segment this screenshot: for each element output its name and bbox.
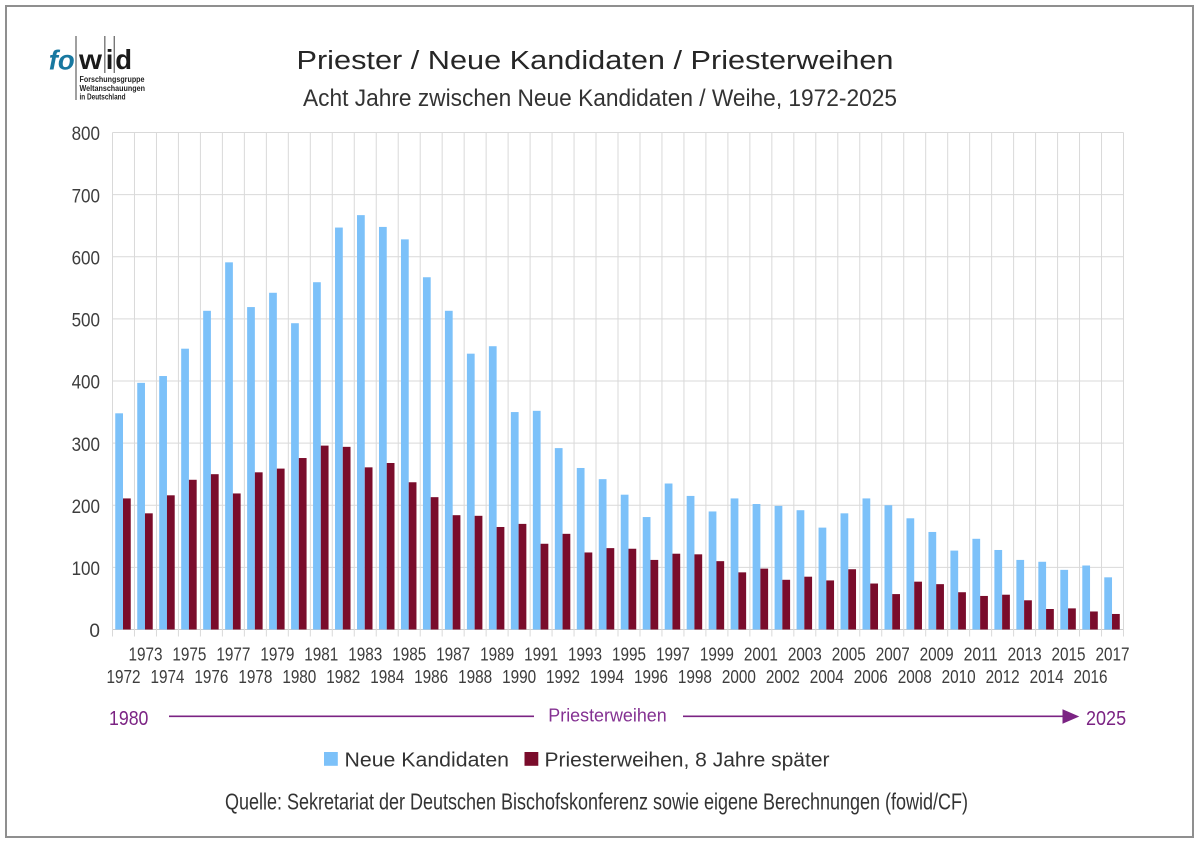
svg-text:1984: 1984 xyxy=(370,667,404,687)
svg-text:in Deutschland: in Deutschland xyxy=(80,93,126,102)
svg-text:1980: 1980 xyxy=(109,708,148,730)
svg-text:2000: 2000 xyxy=(722,667,756,687)
svg-text:1987: 1987 xyxy=(436,644,470,664)
svg-text:2014: 2014 xyxy=(1030,667,1064,687)
svg-text:1974: 1974 xyxy=(150,667,184,687)
svg-text:Priesterweihen, 8 Jahre später: Priesterweihen, 8 Jahre später xyxy=(545,750,830,772)
svg-text:i: i xyxy=(106,44,114,75)
svg-text:1995: 1995 xyxy=(612,644,646,664)
svg-text:Neue Kandidaten: Neue Kandidaten xyxy=(345,750,510,772)
svg-text:1972: 1972 xyxy=(106,667,140,687)
svg-text:1996: 1996 xyxy=(634,667,668,687)
svg-text:800: 800 xyxy=(72,124,100,145)
svg-text:2005: 2005 xyxy=(832,644,866,664)
svg-text:2007: 2007 xyxy=(876,644,910,664)
svg-text:300: 300 xyxy=(72,435,100,456)
svg-text:1997: 1997 xyxy=(656,644,690,664)
svg-text:2010: 2010 xyxy=(942,667,976,687)
svg-text:1983: 1983 xyxy=(348,644,382,664)
svg-text:Forschungsgruppe: Forschungsgruppe xyxy=(80,75,145,84)
svg-text:1973: 1973 xyxy=(128,644,162,664)
svg-text:2016: 2016 xyxy=(1074,667,1108,687)
svg-text:400: 400 xyxy=(72,373,100,394)
svg-text:2002: 2002 xyxy=(766,667,800,687)
svg-text:1998: 1998 xyxy=(678,667,712,687)
svg-text:2013: 2013 xyxy=(1008,644,1042,664)
svg-text:500: 500 xyxy=(72,311,100,332)
svg-text:200: 200 xyxy=(72,497,100,518)
svg-text:Priester / Neue Kandidaten / P: Priester / Neue Kandidaten / Priesterwei… xyxy=(297,47,894,75)
svg-text:600: 600 xyxy=(72,248,100,269)
svg-text:1991: 1991 xyxy=(524,644,558,664)
svg-text:1986: 1986 xyxy=(414,667,448,687)
svg-text:1992: 1992 xyxy=(546,667,580,687)
svg-text:1979: 1979 xyxy=(260,644,294,664)
svg-text:2008: 2008 xyxy=(898,667,932,687)
svg-text:2001: 2001 xyxy=(744,644,778,664)
svg-text:2003: 2003 xyxy=(788,644,822,664)
svg-text:1994: 1994 xyxy=(590,667,624,687)
svg-text:1989: 1989 xyxy=(480,644,514,664)
svg-text:d: d xyxy=(115,44,132,75)
svg-text:1985: 1985 xyxy=(392,644,426,664)
svg-text:Quelle: Sekretariat der Deutsc: Quelle: Sekretariat der Deutschen Bischo… xyxy=(225,789,968,815)
svg-text:1981: 1981 xyxy=(304,644,338,664)
svg-text:2025: 2025 xyxy=(1086,708,1126,730)
svg-text:2011: 2011 xyxy=(964,644,998,664)
svg-text:1982: 1982 xyxy=(326,667,360,687)
svg-text:1977: 1977 xyxy=(216,644,250,664)
svg-text:Weltanschauungen: Weltanschauungen xyxy=(80,84,146,93)
svg-text:2006: 2006 xyxy=(854,667,888,687)
svg-text:2015: 2015 xyxy=(1052,644,1086,664)
svg-text:1988: 1988 xyxy=(458,667,492,687)
svg-text:1976: 1976 xyxy=(194,667,228,687)
svg-text:2017: 2017 xyxy=(1096,644,1130,664)
svg-text:1990: 1990 xyxy=(502,667,536,687)
svg-text:fo: fo xyxy=(49,45,75,76)
svg-text:1980: 1980 xyxy=(282,667,316,687)
svg-text:1978: 1978 xyxy=(238,667,272,687)
svg-text:100: 100 xyxy=(72,559,100,580)
svg-text:1999: 1999 xyxy=(700,644,734,664)
svg-text:Priesterweihen: Priesterweihen xyxy=(548,705,666,726)
svg-text:0: 0 xyxy=(89,621,100,642)
svg-text:2012: 2012 xyxy=(986,667,1020,687)
svg-text:1993: 1993 xyxy=(568,644,602,664)
svg-text:Acht Jahre zwischen Neue Kandi: Acht Jahre zwischen Neue Kandidaten / We… xyxy=(303,85,897,112)
svg-text:2004: 2004 xyxy=(810,667,844,687)
svg-text:w: w xyxy=(78,44,103,75)
svg-text:2009: 2009 xyxy=(920,644,954,664)
svg-text:1975: 1975 xyxy=(172,644,206,664)
svg-text:700: 700 xyxy=(72,186,100,207)
